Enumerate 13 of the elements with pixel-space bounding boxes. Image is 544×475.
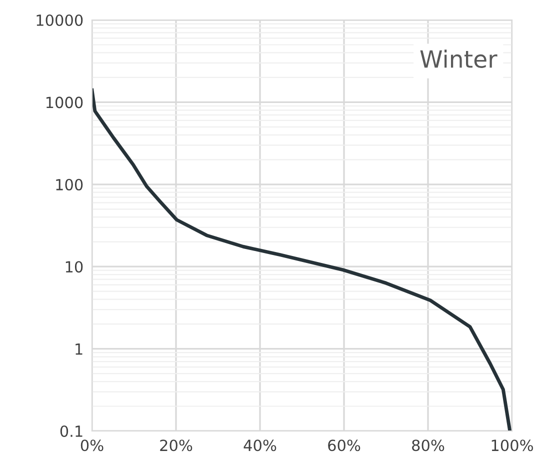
x-tick-label: 100% bbox=[492, 440, 533, 452]
y-tick-label: 10000 bbox=[36, 14, 83, 26]
x-tick-label: 60% bbox=[328, 440, 360, 452]
y-tick-label: 1 bbox=[76, 343, 82, 355]
y-tick-label: 0.1 bbox=[60, 425, 82, 438]
text: Winter bbox=[420, 50, 498, 68]
y-tick-label: 1000 bbox=[46, 96, 83, 108]
x-tick-label: 0% bbox=[80, 440, 104, 452]
y-tick-label: 10 bbox=[66, 261, 83, 273]
x-tick-label: 20% bbox=[160, 440, 192, 452]
x-tick-label: 80% bbox=[412, 440, 444, 452]
x-tick-label: 40% bbox=[244, 440, 276, 452]
y-tick-label: 100 bbox=[56, 178, 83, 190]
